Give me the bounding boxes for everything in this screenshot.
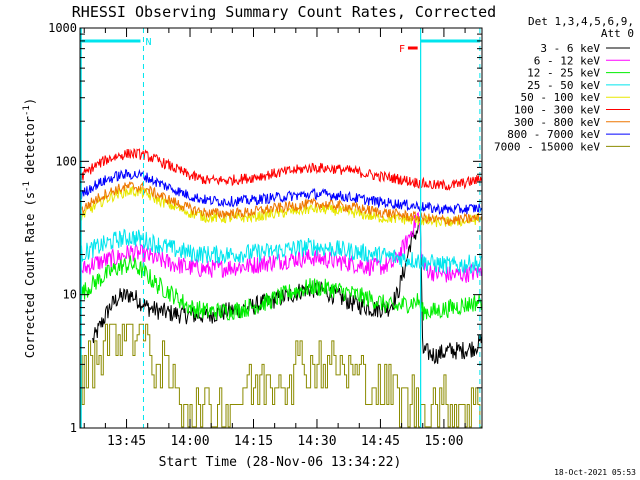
series-line-300-800-kev [79,181,482,226]
x-tick-label: 15:00 [424,434,463,449]
flare-marker-label: F [399,44,405,55]
x-axis: 13:45 14:00 14:15 14:30 14:45 15:00 [83,28,466,449]
legend-header-detectors: Det 1,3,4,5,6,9, [528,15,634,28]
chart-title: RHESSI Observing Summary Count Rates, Co… [72,3,496,21]
y-axis-label-part2: detector [23,116,37,181]
legend-label: 800 - 7000 keV [507,128,600,141]
series-line-50-100-kev [79,185,482,228]
x-tick-label: 14:45 [361,434,400,449]
series-line-6-12-kev [79,211,482,283]
legend-label: 12 - 25 keV [527,67,600,80]
y-tick-label: 10 [63,288,77,302]
y-axis: 1 10 100 1000 [48,21,482,435]
plot-frame [79,27,483,429]
x-tick-label: 13:45 [107,434,146,449]
series-line-7000-15000-kev [80,323,482,428]
y-axis-label-part3: ) [23,98,37,105]
legend-label: 25 - 50 keV [527,79,600,92]
night-marker-label: N [145,37,151,48]
y-axis-label-sup1: -1 [22,181,32,192]
legend-header-attenuator: Att 0 [601,27,634,40]
series-line-800-7000-kev [79,168,482,215]
x-tick-label: 14:00 [170,434,209,449]
series-line-12-25-kev [79,255,482,321]
legend-header: Det 1,3,4,5,6,9, Att 0 [528,15,634,40]
y-axis-label: Corrected Count Rate (s-1 detector-1) [22,98,37,358]
legend-label: 100 - 300 keV [514,104,600,117]
legend-label: 3 - 6 keV [540,42,600,55]
timestamp: 18-Oct-2021 05:53 [554,468,636,477]
y-tick-label: 100 [55,154,77,168]
x-tick-label: 14:15 [234,434,273,449]
y-axis-label-sup2: -1 [22,105,32,116]
legend-label: 7000 - 15000 keV [494,140,600,153]
legend-label: 300 - 800 keV [514,116,600,129]
series-line-100-300-kev [79,147,482,192]
legend-label: 6 - 12 keV [534,54,601,67]
x-axis-label: Start Time (28-Nov-06 13:34:22) [159,455,402,470]
y-tick-label: 1000 [48,21,77,35]
plot-series [79,147,483,428]
y-axis-label-part1: Corrected Count Rate (s [23,192,37,358]
legend-label: 50 - 100 keV [521,91,601,104]
annotations: NF [80,28,481,428]
series-line-25-50-kev [79,228,482,275]
y-tick-label: 1 [70,421,77,435]
x-tick-label: 14:30 [297,434,336,449]
